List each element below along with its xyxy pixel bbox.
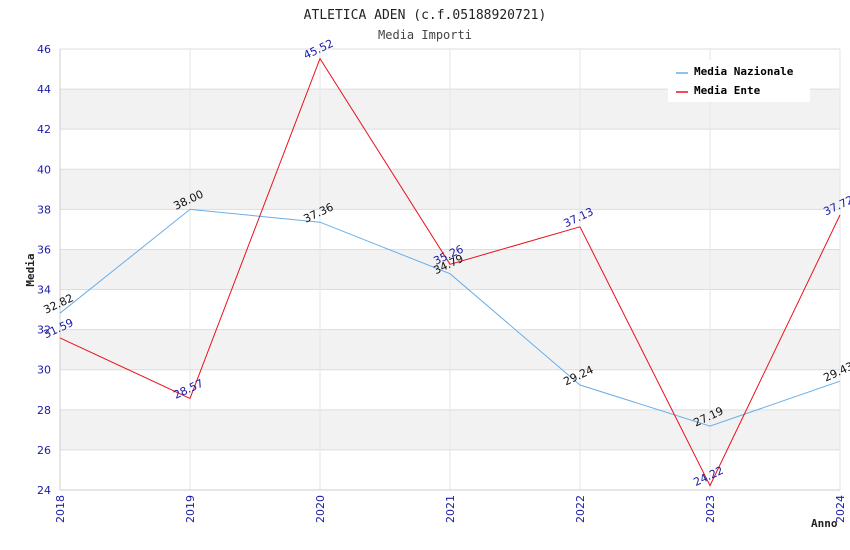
x-tick-2018: 2018 <box>54 495 67 523</box>
data-label-media-ente-2020: 45.52 <box>301 37 335 62</box>
y-tick-36: 36 <box>37 243 51 256</box>
chart-subtitle: Media Importi <box>378 28 472 42</box>
y-tick-40: 40 <box>37 163 51 176</box>
y-tick-26: 26 <box>37 444 51 457</box>
y-axis-label: Media <box>24 253 37 286</box>
legend-box <box>668 60 810 102</box>
y-tick-30: 30 <box>37 364 51 377</box>
x-tick-2022: 2022 <box>574 495 587 523</box>
series-line-media-nazionale <box>59 208 841 427</box>
y-tick-44: 44 <box>37 83 51 96</box>
data-label-media-ente-2023: 24.22 <box>691 464 725 489</box>
chart-title: ATLETICA ADEN (c.f.05188920721) <box>304 8 547 23</box>
y-tick-32: 32 <box>37 324 51 337</box>
legend-label-media-ente: Media Ente <box>694 84 761 97</box>
legend-label-media-nazionale: Media Nazionale <box>694 65 794 78</box>
y-tick-labels: 24 26 28 30 32 34 36 38 40 42 44 46 <box>37 43 51 497</box>
x-tick-2019: 2019 <box>184 495 197 523</box>
series-line-media-ente <box>59 57 841 487</box>
y-tick-28: 28 <box>37 404 51 417</box>
x-tick-2021: 2021 <box>444 495 457 523</box>
x-tick-labels: 2018 2019 2020 2021 2022 2023 2024 <box>54 495 847 523</box>
x-tick-2023: 2023 <box>704 495 717 523</box>
y-tick-38: 38 <box>37 203 51 216</box>
axes <box>59 49 840 491</box>
y-tick-42: 42 <box>37 123 51 136</box>
series-lines <box>59 57 841 487</box>
x-tick-2020: 2020 <box>314 495 327 523</box>
y-tick-46: 46 <box>37 43 51 56</box>
x-tick-2024: 2024 <box>834 495 847 523</box>
gridlines <box>59 48 841 491</box>
y-tick-24: 24 <box>37 484 51 497</box>
x-axis-label: Anno <box>811 517 838 530</box>
y-tick-34: 34 <box>37 284 51 297</box>
legend: Media Nazionale Media Ente <box>668 60 810 102</box>
